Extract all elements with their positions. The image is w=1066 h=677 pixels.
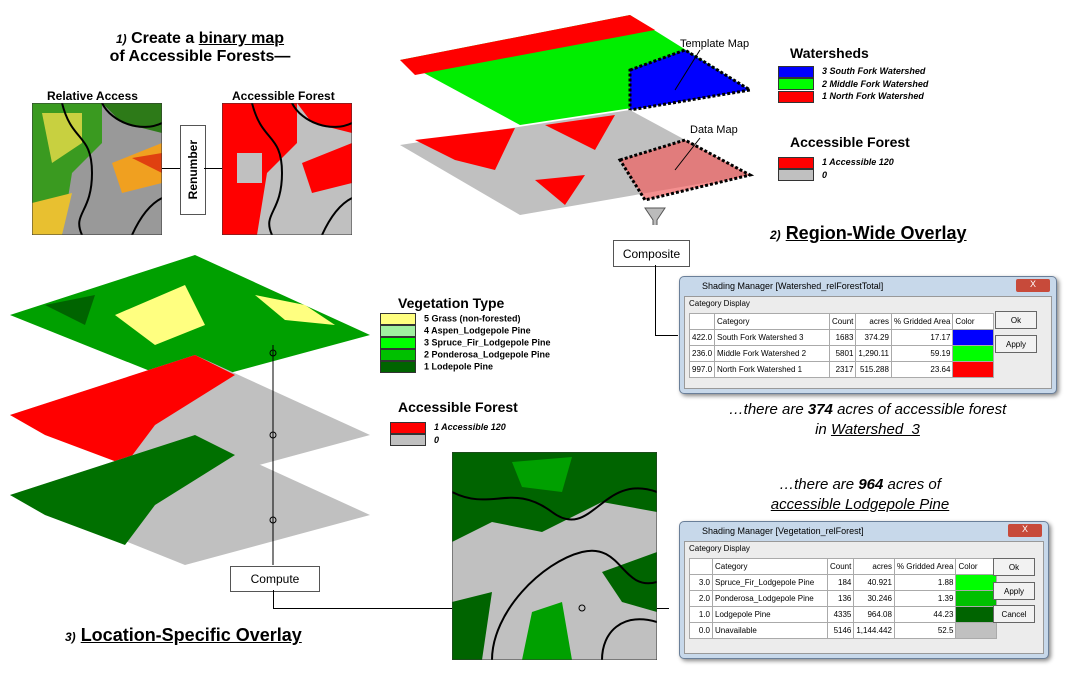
legend-item: 4 Aspen_Lodgepole Pine xyxy=(380,325,551,337)
legend-item: 2 Ponderosa_Lodgepole Pine xyxy=(380,349,551,361)
legend-item: 0 xyxy=(390,434,506,447)
table-row[interactable]: 422.0 South Fork Watershed 3 1683 374.29 17.… xyxy=(688,329,995,346)
lodgepole-finding: …there are 964 acres of accessible Lodgep… xyxy=(770,476,950,513)
connector-arrow xyxy=(655,265,678,336)
ok-button[interactable]: Ok xyxy=(995,311,1037,329)
window-title: Shading Manager [Watershed_relForestTota… xyxy=(702,281,884,291)
zoomed-result-map xyxy=(452,452,657,660)
region-overlay-stack xyxy=(400,15,755,225)
data-map-label: Data Map xyxy=(690,124,738,136)
color-swatch[interactable] xyxy=(952,345,995,362)
accessible-forest-legend-title-3: Accessible Forest xyxy=(398,399,518,415)
watersheds-legend-title: Watersheds xyxy=(790,45,869,61)
vegetation-legend: 5 Grass (non-forested) 4 Aspen_Lodgepole… xyxy=(380,313,551,373)
close-button[interactable]: X xyxy=(1008,524,1042,537)
legend-item: 2 Middle Fork Watershed xyxy=(778,78,928,91)
connector xyxy=(162,168,180,169)
template-map-label: Template Map xyxy=(680,38,750,50)
color-swatch[interactable] xyxy=(952,361,995,378)
color-swatch[interactable] xyxy=(955,590,998,607)
color-swatch[interactable] xyxy=(952,329,995,346)
relative-access-label: Relative Access xyxy=(47,89,138,103)
accessible-forest-label: Accessible Forest xyxy=(232,89,335,103)
legend-item: 1 Accessible 120 xyxy=(390,421,506,434)
accessible-forest-legend-title: Accessible Forest xyxy=(790,134,910,150)
color-swatch[interactable] xyxy=(955,574,998,591)
connector xyxy=(204,168,222,169)
accessible-forest-map xyxy=(222,103,352,235)
category-table: Category Count acres% Gridded Area Color 3.… xyxy=(689,558,998,639)
step1-title: 1) Create a binary map of Accessible Fore… xyxy=(109,30,291,65)
legend-item: 5 Grass (non-forested) xyxy=(380,313,551,325)
accessible-forest-legend: 1 Accessible 120 0 xyxy=(778,156,894,182)
category-display-tab[interactable]: Category Display xyxy=(689,544,750,553)
category-table: Category Count acres% Gridded Area Color 42… xyxy=(688,313,995,378)
watersheds-legend: 3 South Fork Watershed 2 Middle Fork Wat… xyxy=(778,65,928,103)
table-row[interactable]: 236.0 Middle Fork Watershed 2 5801 1,290.11… xyxy=(688,345,995,362)
legend-item: 1 North Fork Watershed xyxy=(778,90,928,103)
legend-item: 0 xyxy=(778,169,894,182)
ok-button[interactable]: Ok xyxy=(993,558,1035,576)
relative-access-map xyxy=(32,103,162,235)
location-overlay-stack xyxy=(10,255,370,565)
renumber-button[interactable]: Renumber xyxy=(180,125,206,215)
watershed-finding: …there are 374 acres of accessible fores… xyxy=(728,401,1007,438)
legend-item: 1 Accessible 120 xyxy=(778,156,894,169)
accessible-forest-legend-3: 1 Accessible 120 0 xyxy=(390,421,506,447)
color-swatch[interactable] xyxy=(955,606,998,623)
legend-item: 1 Lodepole Pine xyxy=(380,361,551,373)
shading-manager-window-vegetation: Shading Manager [Vegetation_relForest] X… xyxy=(679,521,1049,659)
legend-item: 3 Spruce_Fir_Lodgepole Pine xyxy=(380,337,551,349)
table-row[interactable]: 0.0 Unavailable 5146 1,144.442 52.5 xyxy=(689,622,998,639)
compute-button[interactable]: Compute xyxy=(230,566,320,592)
window-title: Shading Manager [Vegetation_relForest] xyxy=(702,526,864,536)
step2-title: 2) Region-Wide Overlay xyxy=(770,223,967,243)
color-swatch[interactable] xyxy=(955,622,998,639)
close-button[interactable]: X xyxy=(1016,279,1050,292)
category-display-tab[interactable]: Category Display xyxy=(689,299,750,308)
apply-button[interactable]: Apply xyxy=(995,335,1037,353)
table-row[interactable]: 997.0 North Fork Watershed 1 2317 515.288 23… xyxy=(688,361,995,378)
vegetation-legend-title: Vegetation Type xyxy=(398,295,505,311)
cancel-button[interactable]: Cancel xyxy=(993,605,1035,623)
table-row[interactable]: 1.0 Lodgepole Pine 4335 964.08 44.23 xyxy=(689,606,998,623)
table-row[interactable]: 3.0 Spruce_Fir_Lodgepole Pine 184 40.921 1.8… xyxy=(689,574,998,591)
shading-manager-window-watershed: Shading Manager [Watershed_relForestTota… xyxy=(679,276,1057,394)
composite-button[interactable]: Composite xyxy=(613,240,690,267)
legend-item: 3 South Fork Watershed xyxy=(778,65,928,78)
apply-button[interactable]: Apply xyxy=(993,582,1035,600)
funnel-icon xyxy=(644,207,666,225)
step3-title: 3) Location-Specific Overlay xyxy=(65,625,302,645)
table-row[interactable]: 2.0 Ponderosa_Lodgepole Pine 136 30.246 1.39 xyxy=(689,590,998,607)
